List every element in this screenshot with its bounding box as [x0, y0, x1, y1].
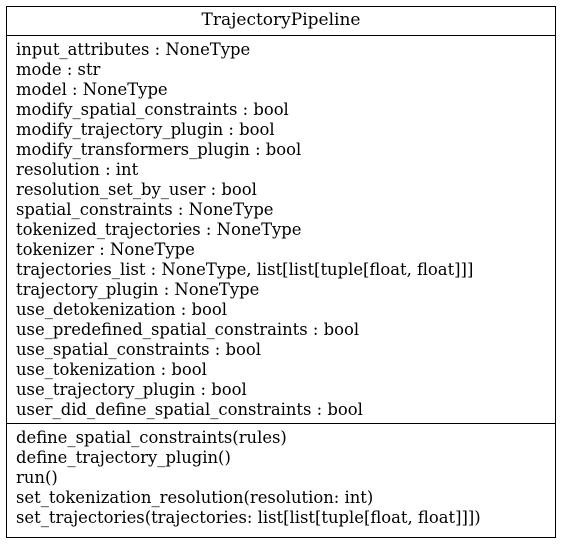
method-line: define_spatial_constraints(rules)	[16, 428, 287, 447]
attribute-line: resolution : int	[16, 160, 139, 179]
methods-compartment: define_spatial_constraints(rules) define…	[7, 424, 555, 528]
attribute-line: tokenized_trajectories : NoneType	[16, 220, 302, 239]
attribute-line: modify_spatial_constraints : bool	[16, 100, 289, 119]
attribute-line: use_predefined_spatial_constraints : boo…	[16, 320, 360, 339]
class-name: TrajectoryPipeline	[7, 7, 555, 36]
attribute-line: tokenizer : NoneType	[16, 240, 195, 259]
attribute-line: use_tokenization : bool	[16, 360, 207, 379]
attribute-line: resolution_set_by_user : bool	[16, 180, 257, 199]
method-line: set_tokenization_resolution(resolution: …	[16, 488, 374, 507]
attribute-line: modify_trajectory_plugin : bool	[16, 120, 275, 139]
attribute-line: use_detokenization : bool	[16, 300, 228, 319]
attribute-line: mode : str	[16, 60, 101, 79]
uml-class-box: TrajectoryPipeline input_attributes : No…	[6, 6, 556, 538]
method-line: run()	[16, 468, 58, 487]
attribute-line: modify_transformers_plugin : bool	[16, 140, 302, 159]
attribute-line: trajectory_plugin : NoneType	[16, 280, 260, 299]
attribute-line: use_trajectory_plugin : bool	[16, 380, 247, 399]
attribute-line: model : NoneType	[16, 80, 168, 99]
attribute-line: spatial_constraints : NoneType	[16, 200, 274, 219]
attributes-compartment: input_attributes : NoneType mode : str m…	[7, 36, 555, 424]
attribute-line: trajectories_list : NoneType, list[list[…	[16, 260, 474, 279]
attribute-line: input_attributes : NoneType	[16, 40, 251, 59]
attribute-line: use_spatial_constraints : bool	[16, 340, 261, 359]
attribute-line: user_did_define_spatial_constraints : bo…	[16, 400, 363, 419]
method-line: set_trajectories(trajectories: list[list…	[16, 508, 481, 527]
method-line: define_trajectory_plugin()	[16, 448, 231, 467]
